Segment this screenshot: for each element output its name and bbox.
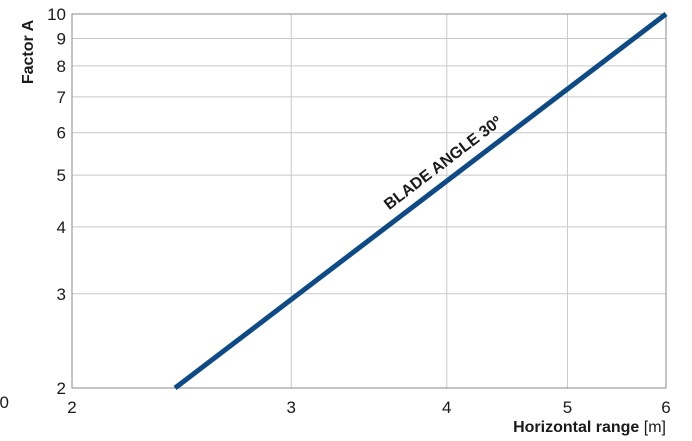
x-tick-label: 5 bbox=[563, 398, 572, 417]
series-label: BLADE ANGLE 30º bbox=[381, 113, 505, 213]
y-tick-label: 7 bbox=[57, 88, 66, 107]
series-lines bbox=[173, 12, 668, 390]
x-tick-labels: 2 3 4 5 6 bbox=[67, 398, 670, 417]
x-tick-label: 3 bbox=[286, 398, 295, 417]
x-axis-title-unit: [m] bbox=[644, 419, 666, 436]
plot-area bbox=[71, 13, 667, 389]
series-line bbox=[173, 12, 668, 390]
x-tick-label: 4 bbox=[442, 398, 451, 417]
y-tick-label: 3 bbox=[57, 285, 66, 304]
y-tick-label: 6 bbox=[57, 124, 66, 143]
y-tick-label: 9 bbox=[57, 29, 66, 48]
x-axis-title-main: Horizontal range bbox=[513, 419, 639, 436]
grid-lines bbox=[71, 13, 667, 389]
y-tick-label: 5 bbox=[57, 166, 66, 185]
y-tick-label: 2 bbox=[57, 379, 66, 398]
y-tick-label: 4 bbox=[57, 218, 66, 237]
y-tick-labels: 2 3 4 5 6 7 8 9 10 bbox=[47, 5, 66, 398]
y-axis-title: Factor A bbox=[20, 19, 37, 84]
clipped-tick-label: 00 bbox=[0, 393, 9, 412]
x-axis-title: Horizontal range [m] bbox=[513, 419, 666, 436]
y-tick-label: 10 bbox=[47, 5, 66, 24]
x-tick-label: 2 bbox=[67, 398, 76, 417]
y-tick-label: 8 bbox=[57, 57, 66, 76]
x-tick-label: 6 bbox=[661, 398, 670, 417]
